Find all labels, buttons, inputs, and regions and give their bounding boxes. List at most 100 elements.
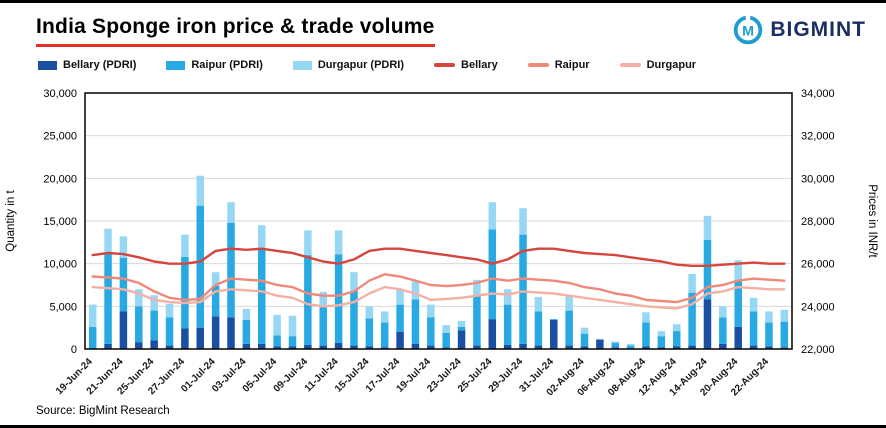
right-axis-tick: 32,000 xyxy=(801,131,835,143)
bigmint-logo-text: BIGMINT xyxy=(770,18,866,41)
bar xyxy=(457,320,466,327)
bar xyxy=(350,272,358,291)
bar xyxy=(611,343,619,348)
bar xyxy=(88,326,97,349)
bar xyxy=(688,292,696,346)
legend-item-raipur: Raipur xyxy=(527,59,590,71)
bar xyxy=(104,254,112,344)
bar xyxy=(135,306,143,343)
bar xyxy=(780,309,789,322)
plot-border xyxy=(84,92,793,350)
bar xyxy=(780,321,789,348)
bar xyxy=(672,346,681,349)
bar xyxy=(196,205,205,328)
bar xyxy=(765,346,773,349)
bar xyxy=(565,295,573,311)
line-series-durgapur xyxy=(91,285,786,310)
legend-swatch-raipur xyxy=(527,63,549,67)
bar xyxy=(288,346,297,349)
bar xyxy=(411,281,420,300)
combo-chart: 0 5,000 10,000 15,000 20,000 25,000 30,000 22,0… xyxy=(5,88,878,398)
line-series-raipur xyxy=(91,273,786,304)
bar xyxy=(396,304,404,332)
bar xyxy=(242,319,251,344)
legend-label-durgapur-pdri: Durgapur (PDRI) xyxy=(317,59,405,71)
bar xyxy=(227,202,235,223)
bar xyxy=(488,202,497,230)
bigmint-logo-icon: M xyxy=(734,15,763,45)
legend-label-durgapur: Durgapur xyxy=(646,59,697,71)
left-axis-tick: 25,000 xyxy=(43,131,77,143)
bar xyxy=(596,339,604,349)
bar xyxy=(672,331,681,347)
bar xyxy=(380,322,389,348)
bar xyxy=(565,345,573,349)
left-axis-tick: 0 xyxy=(71,344,77,356)
legend-swatch-durgapur-pdri xyxy=(292,60,312,70)
bar xyxy=(258,249,266,344)
left-axis-tick: 5,000 xyxy=(49,301,77,313)
bar xyxy=(642,346,650,349)
bar xyxy=(334,230,343,255)
bar xyxy=(611,347,619,349)
bar-series-bellary-pdri xyxy=(104,299,789,349)
bar xyxy=(380,347,389,349)
legend-label-bellary-pdri: Bellary (PDRI) xyxy=(63,59,137,71)
bar xyxy=(288,336,297,347)
bar xyxy=(672,324,681,332)
bar xyxy=(626,345,635,349)
header: India Sponge iron price & trade volume M… xyxy=(0,3,886,47)
bar xyxy=(473,345,481,349)
left-axis-tick: 20,000 xyxy=(43,173,77,185)
bar xyxy=(442,332,450,348)
bar xyxy=(211,272,220,286)
bar xyxy=(104,343,112,349)
bar xyxy=(550,319,558,349)
bar xyxy=(427,304,435,318)
bar xyxy=(734,326,742,349)
bar xyxy=(734,260,742,280)
bar xyxy=(765,311,773,323)
bar xyxy=(319,345,327,349)
bar xyxy=(719,343,727,349)
legend-swatch-durgapur xyxy=(619,63,641,67)
bar xyxy=(150,295,158,311)
bar xyxy=(657,347,666,349)
bar xyxy=(703,215,712,240)
legend-label-bellary: Bellary xyxy=(461,59,498,71)
bar xyxy=(288,315,297,337)
bar xyxy=(227,222,235,318)
bar xyxy=(642,322,650,347)
bar xyxy=(411,299,420,344)
left-axis-tick: 30,000 xyxy=(43,88,77,100)
bar xyxy=(242,308,251,320)
bar xyxy=(765,322,773,347)
bar xyxy=(519,234,527,344)
bar xyxy=(304,344,312,349)
bar xyxy=(703,239,712,300)
right-axis-tick: 24,000 xyxy=(801,301,835,313)
bar xyxy=(534,345,543,349)
bar xyxy=(719,306,727,318)
legend-swatch-bellary-pdri xyxy=(38,60,57,70)
right-axis-title: Prices in INR/t xyxy=(866,184,878,258)
bar xyxy=(396,331,404,349)
right-axis-tick: 30,000 xyxy=(801,173,835,185)
bar xyxy=(580,346,589,349)
source-note: Source: BigMint Research xyxy=(36,405,170,417)
bar xyxy=(657,331,666,337)
bar-series-durgapur-pdri xyxy=(88,175,789,346)
bar xyxy=(258,343,266,349)
bar xyxy=(749,311,758,346)
bar xyxy=(749,345,758,349)
bar xyxy=(181,234,189,257)
bar xyxy=(657,336,666,348)
bar xyxy=(565,310,573,346)
bar xyxy=(503,304,512,345)
left-axis-tick: 10,000 xyxy=(43,259,77,271)
bar xyxy=(473,296,481,346)
bar xyxy=(611,341,619,344)
bar xyxy=(211,285,220,317)
bar xyxy=(165,345,174,349)
left-axis-tick: 15,000 xyxy=(43,216,77,228)
